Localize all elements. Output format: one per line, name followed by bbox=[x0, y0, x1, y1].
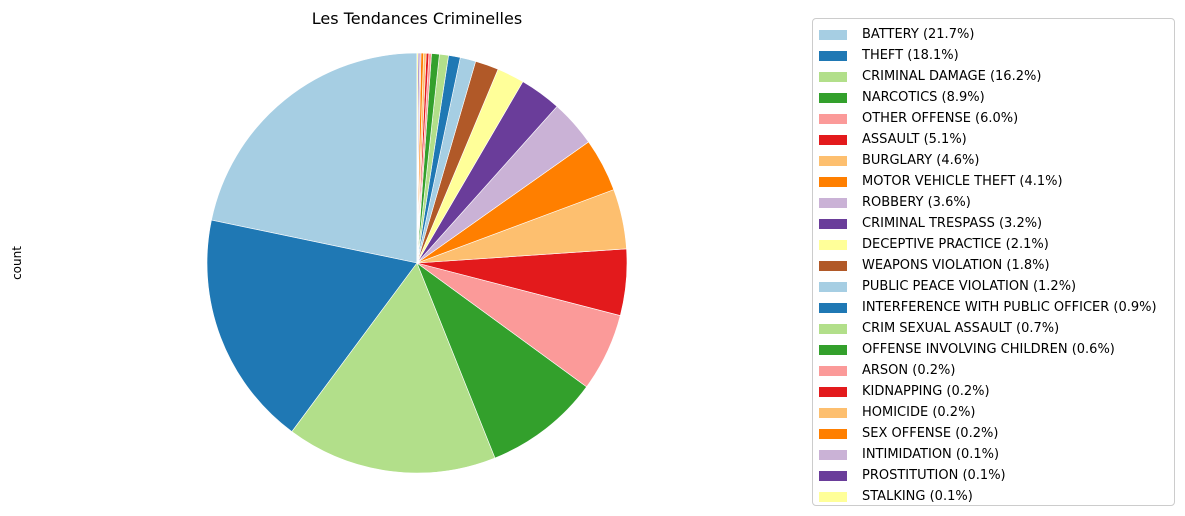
legend-swatch bbox=[819, 323, 847, 334]
legend-label: ARSON (0.2%) bbox=[862, 363, 956, 378]
legend-item: PUBLIC PEACE VIOLATION (1.2%) bbox=[813, 276, 1174, 297]
pie-slice-battery bbox=[211, 52, 418, 264]
legend-label: DECEPTIVE PRACTICE (2.1%) bbox=[862, 237, 1049, 252]
legend-swatch bbox=[819, 428, 847, 439]
legend-label: ASSAULT (5.1%) bbox=[862, 132, 967, 147]
legend-swatch bbox=[819, 239, 847, 250]
legend-item: CRIMINAL TRESPASS (3.2%) bbox=[813, 213, 1174, 234]
legend-swatch bbox=[819, 134, 847, 145]
legend-item: DECEPTIVE PRACTICE (2.1%) bbox=[813, 234, 1174, 255]
legend-label: MOTOR VEHICLE THEFT (4.1%) bbox=[862, 174, 1063, 189]
legend-swatch bbox=[819, 365, 847, 376]
legend-label: BURGLARY (4.6%) bbox=[862, 153, 980, 168]
legend-item: WEAPONS VIOLATION (1.8%) bbox=[813, 255, 1174, 276]
legend-item: CRIMINAL DAMAGE (16.2%) bbox=[813, 66, 1174, 87]
chart-title: Les Tendances Criminelles bbox=[312, 9, 522, 28]
legend-swatch bbox=[819, 50, 847, 61]
legend-swatch bbox=[819, 71, 847, 82]
legend-swatch bbox=[819, 197, 847, 208]
legend-item: CRIM SEXUAL ASSAULT (0.7%) bbox=[813, 318, 1174, 339]
legend-item: STALKING (0.1%) bbox=[813, 486, 1174, 507]
legend-item: ARSON (0.2%) bbox=[813, 360, 1174, 381]
legend-item: NARCOTICS (8.9%) bbox=[813, 87, 1174, 108]
legend-item: OFFENSE INVOLVING CHILDREN (0.6%) bbox=[813, 339, 1174, 360]
legend-list: BATTERY (21.7%) THEFT (18.1%) CRIMINAL DAM… bbox=[813, 19, 1174, 507]
legend-item: INTIMIDATION (0.1%) bbox=[813, 444, 1174, 465]
legend-label: INTIMIDATION (0.1%) bbox=[862, 447, 1000, 462]
y-axis-label: count bbox=[10, 246, 24, 280]
legend-swatch bbox=[819, 491, 847, 502]
legend-swatch bbox=[819, 449, 847, 460]
legend-item: OTHER OFFENSE (6.0%) bbox=[813, 108, 1174, 129]
legend-item: PROSTITUTION (0.1%) bbox=[813, 465, 1174, 486]
legend-swatch bbox=[819, 470, 847, 481]
legend-label: CRIMINAL DAMAGE (16.2%) bbox=[862, 69, 1042, 84]
legend-swatch bbox=[819, 113, 847, 124]
legend-swatch bbox=[819, 92, 847, 103]
legend-swatch bbox=[819, 281, 847, 292]
legend-label: PROSTITUTION (0.1%) bbox=[862, 468, 1006, 483]
legend-item: INTERFERENCE WITH PUBLIC OFFICER (0.9%) bbox=[813, 297, 1174, 318]
legend-swatch bbox=[819, 260, 847, 271]
pie-chart: Les Tendances Criminelles count bbox=[10, 9, 628, 474]
legend-item: ROBBERY (3.6%) bbox=[813, 192, 1174, 213]
legend-swatch bbox=[819, 407, 847, 418]
legend-swatch bbox=[819, 155, 847, 166]
legend-swatch bbox=[819, 302, 847, 313]
pie-slice-narcotics bbox=[416, 262, 588, 459]
legend-label: OFFENSE INVOLVING CHILDREN (0.6%) bbox=[862, 342, 1115, 357]
legend-label: INTERFERENCE WITH PUBLIC OFFICER (0.9%) bbox=[862, 300, 1157, 315]
pie-slices bbox=[206, 52, 628, 474]
legend-item: MOTOR VEHICLE THEFT (4.1%) bbox=[813, 171, 1174, 192]
legend-label: OTHER OFFENSE (6.0%) bbox=[862, 111, 1019, 126]
legend-swatch bbox=[819, 218, 847, 229]
legend-label: PUBLIC PEACE VIOLATION (1.2%) bbox=[862, 279, 1077, 294]
legend-label: THEFT (18.1%) bbox=[862, 48, 959, 63]
legend-swatch bbox=[819, 176, 847, 187]
legend-item: ASSAULT (5.1%) bbox=[813, 129, 1174, 150]
legend-label: BATTERY (21.7%) bbox=[862, 27, 975, 42]
legend-label: KIDNAPPING (0.2%) bbox=[862, 384, 990, 399]
pie-slice-stalking bbox=[416, 52, 419, 264]
legend-label: HOMICIDE (0.2%) bbox=[862, 405, 976, 420]
legend-label: NARCOTICS (8.9%) bbox=[862, 90, 985, 105]
legend-label: ROBBERY (3.6%) bbox=[862, 195, 971, 210]
legend-label: CRIM SEXUAL ASSAULT (0.7%) bbox=[862, 321, 1060, 336]
legend-swatch bbox=[819, 344, 847, 355]
legend-item: BURGLARY (4.6%) bbox=[813, 150, 1174, 171]
legend-label: CRIMINAL TRESPASS (3.2%) bbox=[862, 216, 1043, 231]
legend: BATTERY (21.7%) THEFT (18.1%) CRIMINAL DAM… bbox=[812, 18, 1175, 506]
pie-slice-theft bbox=[206, 219, 418, 433]
legend-label: SEX OFFENSE (0.2%) bbox=[862, 426, 999, 441]
legend-item: HOMICIDE (0.2%) bbox=[813, 402, 1174, 423]
pie-slice-criminal-damage bbox=[291, 262, 496, 474]
legend-item: THEFT (18.1%) bbox=[813, 45, 1174, 66]
legend-swatch bbox=[819, 386, 847, 397]
legend-item: SEX OFFENSE (0.2%) bbox=[813, 423, 1174, 444]
legend-item: KIDNAPPING (0.2%) bbox=[813, 381, 1174, 402]
legend-swatch bbox=[819, 29, 847, 40]
legend-label: STALKING (0.1%) bbox=[862, 489, 973, 504]
legend-item: BATTERY (21.7%) bbox=[813, 24, 1174, 45]
legend-label: WEAPONS VIOLATION (1.8%) bbox=[862, 258, 1050, 273]
